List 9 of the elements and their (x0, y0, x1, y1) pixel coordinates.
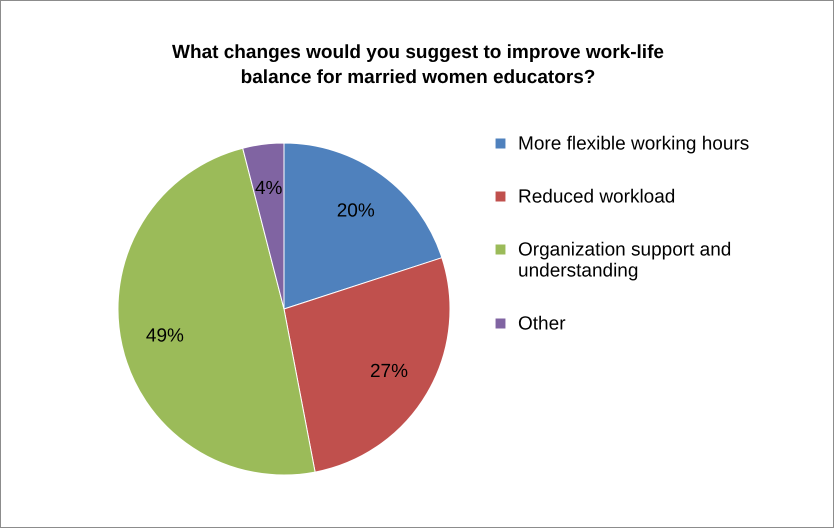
data-label: 4% (254, 178, 283, 199)
data-label: 20% (336, 200, 375, 222)
data-label: 27% (370, 361, 408, 382)
chart-title: What changes would you suggest to improve work-life balance for married women educators? (172, 42, 664, 88)
data-label: 49% (146, 326, 184, 347)
legend-label: Organization support and understanding (518, 240, 732, 282)
legend-label: More flexible working hours (518, 134, 750, 154)
legend-label: Reduced workload (518, 186, 676, 208)
legend-label: Other (518, 314, 566, 334)
